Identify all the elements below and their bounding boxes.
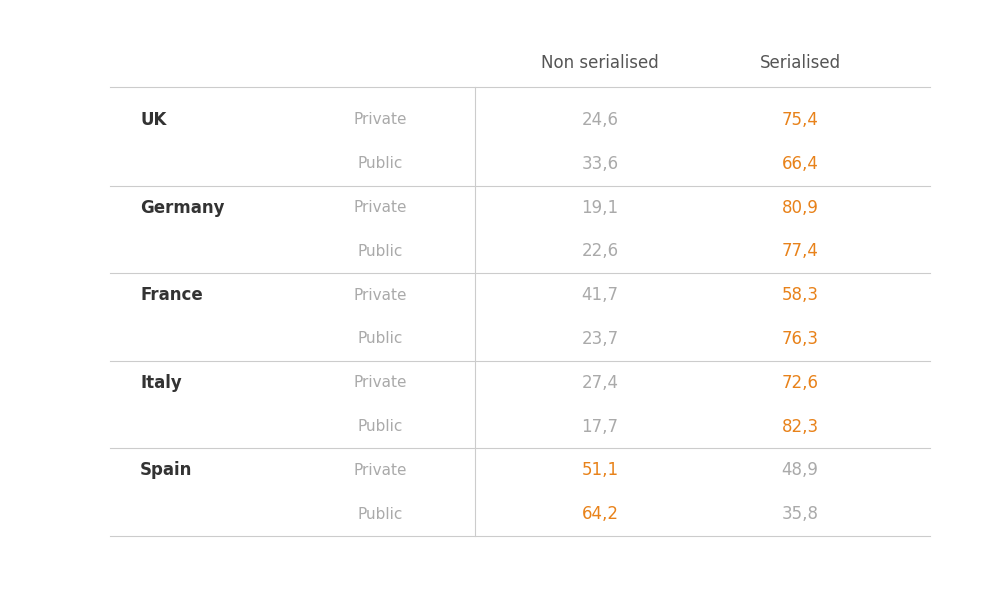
Text: UK: UK [140, 111, 166, 129]
Text: Public: Public [357, 156, 403, 171]
Text: 66,4: 66,4 [782, 155, 818, 173]
Text: Italy: Italy [140, 374, 182, 392]
Text: 77,4: 77,4 [782, 242, 818, 260]
Text: Private: Private [353, 463, 407, 478]
Text: 33,6: 33,6 [581, 155, 619, 173]
Text: Non serialised: Non serialised [541, 54, 659, 72]
Text: 17,7: 17,7 [582, 418, 618, 436]
Text: 72,6: 72,6 [782, 374, 818, 392]
Text: 64,2: 64,2 [582, 505, 618, 523]
Text: France: France [140, 286, 203, 304]
Text: 82,3: 82,3 [781, 418, 819, 436]
Text: Germany: Germany [140, 199, 224, 217]
Text: Private: Private [353, 375, 407, 390]
Text: Serialised: Serialised [759, 54, 841, 72]
Text: Public: Public [357, 506, 403, 521]
Text: 23,7: 23,7 [581, 330, 619, 348]
Text: 48,9: 48,9 [782, 461, 818, 479]
Text: 80,9: 80,9 [782, 199, 818, 217]
Text: Public: Public [357, 244, 403, 259]
Text: 19,1: 19,1 [581, 199, 619, 217]
Text: 58,3: 58,3 [782, 286, 818, 304]
Text: Private: Private [353, 113, 407, 127]
Text: 35,8: 35,8 [782, 505, 818, 523]
Text: 24,6: 24,6 [582, 111, 618, 129]
Text: Spain: Spain [140, 461, 192, 479]
Text: 27,4: 27,4 [582, 374, 618, 392]
Text: 76,3: 76,3 [782, 330, 818, 348]
Text: 22,6: 22,6 [581, 242, 619, 260]
Text: Private: Private [353, 287, 407, 302]
Text: 51,1: 51,1 [581, 461, 619, 479]
Text: Public: Public [357, 419, 403, 434]
Text: 75,4: 75,4 [782, 111, 818, 129]
Text: Public: Public [357, 331, 403, 346]
Text: 41,7: 41,7 [582, 286, 618, 304]
Text: Private: Private [353, 200, 407, 215]
